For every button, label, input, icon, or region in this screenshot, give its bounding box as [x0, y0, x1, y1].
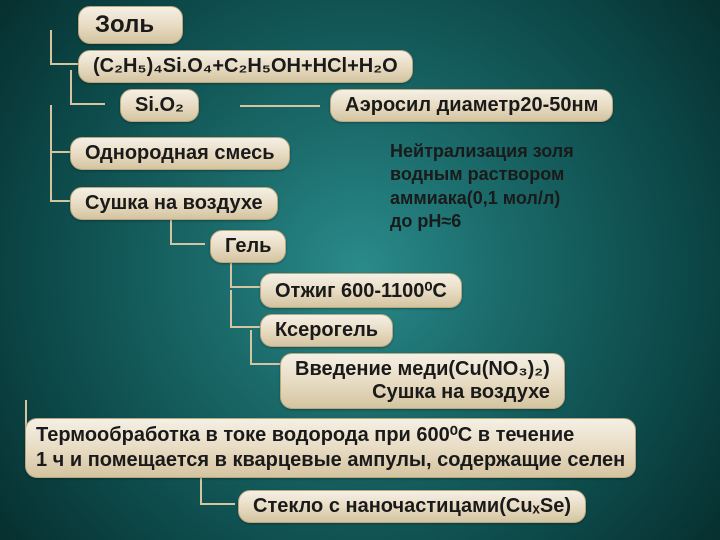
side-line1: Нейтрализация золя: [390, 140, 574, 163]
box-copper-line1: Введение меди(Cu(NO₃)₂): [295, 358, 550, 381]
side-text: Нейтрализация золя водным раствором амми…: [390, 140, 574, 234]
box-glass: Стекло с наночастицами(CuₓSe): [238, 490, 586, 523]
box-mixture: Однородная смесь: [70, 137, 290, 170]
side-line3: аммиака(0,1 мол/л): [390, 187, 574, 210]
box-drying: Сушка на воздухе: [70, 187, 278, 220]
box-formula: (C₂H₅)₄Si.O₄+C₂H₅OH+HCl+H₂O: [78, 50, 413, 83]
box-annealing: Отжиг 600-1100⁰С: [260, 273, 462, 308]
box-copper-block: Введение меди(Cu(NO₃)₂) Сушка на воздухе: [280, 353, 565, 409]
box-thermal: Термообработка в токе водорода при 600⁰С…: [25, 418, 636, 478]
thermal-line2: 1 ч и помещается в кварцевые ампулы, сод…: [36, 448, 625, 473]
box-copper-line2: Сушка на воздухе: [295, 381, 550, 404]
box-gel: Гель: [210, 230, 286, 263]
thermal-line1: Термообработка в токе водорода при 600⁰С…: [36, 423, 625, 448]
side-line4: до рН≈6: [390, 210, 574, 233]
box-aerosil: Аэросил диаметр20-50нм: [330, 89, 613, 122]
side-line2: водным раствором: [390, 163, 574, 186]
box-sio2: Si.O₂: [120, 89, 199, 122]
box-zol: Золь: [78, 6, 183, 44]
connector: [240, 105, 320, 107]
connector: [200, 475, 235, 505]
box-xerogel: Ксерогель: [260, 314, 393, 347]
